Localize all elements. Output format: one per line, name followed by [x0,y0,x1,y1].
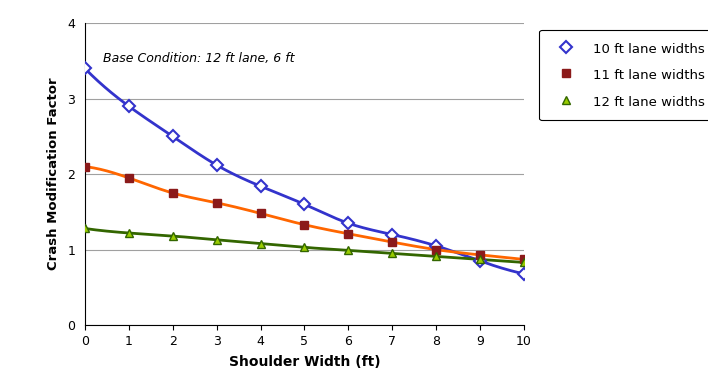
12 ft lane widths [432,254,440,259]
11 ft lane widths [81,164,89,169]
Y-axis label: Crash Modification Factor: Crash Modification Factor [47,78,60,271]
11 ft lane widths [520,257,528,262]
11 ft lane widths [432,247,440,252]
Text: Base Condition: 12 ft lane, 6 ft: Base Condition: 12 ft lane, 6 ft [103,52,294,65]
11 ft lane widths [169,191,177,195]
10 ft lane widths [300,202,309,207]
12 ft lane widths [81,226,89,231]
11 ft lane widths [256,211,265,216]
10 ft lane widths [476,259,484,263]
12 ft lane widths [169,234,177,238]
10 ft lane widths [344,221,353,226]
10 ft lane widths [125,104,133,108]
Line: 11 ft lane widths: 11 ft lane widths [81,163,528,264]
10 ft lane widths [212,163,221,168]
11 ft lane widths [344,231,353,236]
12 ft lane widths [344,248,353,253]
12 ft lane widths [388,251,396,256]
11 ft lane widths [125,176,133,180]
10 ft lane widths [169,134,177,139]
11 ft lane widths [300,223,309,227]
12 ft lane widths [476,257,484,262]
10 ft lane widths [520,271,528,276]
10 ft lane widths [256,184,265,188]
12 ft lane widths [256,241,265,246]
10 ft lane widths [81,66,89,71]
X-axis label: Shoulder Width (ft): Shoulder Width (ft) [229,355,380,369]
Line: 10 ft lane widths: 10 ft lane widths [81,64,528,278]
12 ft lane widths [300,245,309,250]
12 ft lane widths [520,260,528,265]
Legend: 10 ft lane widths, 11 ft lane widths, 12 ft lane widths: 10 ft lane widths, 11 ft lane widths, 12… [539,30,708,120]
12 ft lane widths [212,238,221,242]
10 ft lane widths [388,232,396,237]
11 ft lane widths [476,253,484,257]
11 ft lane widths [388,240,396,245]
10 ft lane widths [432,243,440,248]
Line: 12 ft lane widths: 12 ft lane widths [81,224,528,267]
12 ft lane widths [125,231,133,235]
11 ft lane widths [212,200,221,205]
